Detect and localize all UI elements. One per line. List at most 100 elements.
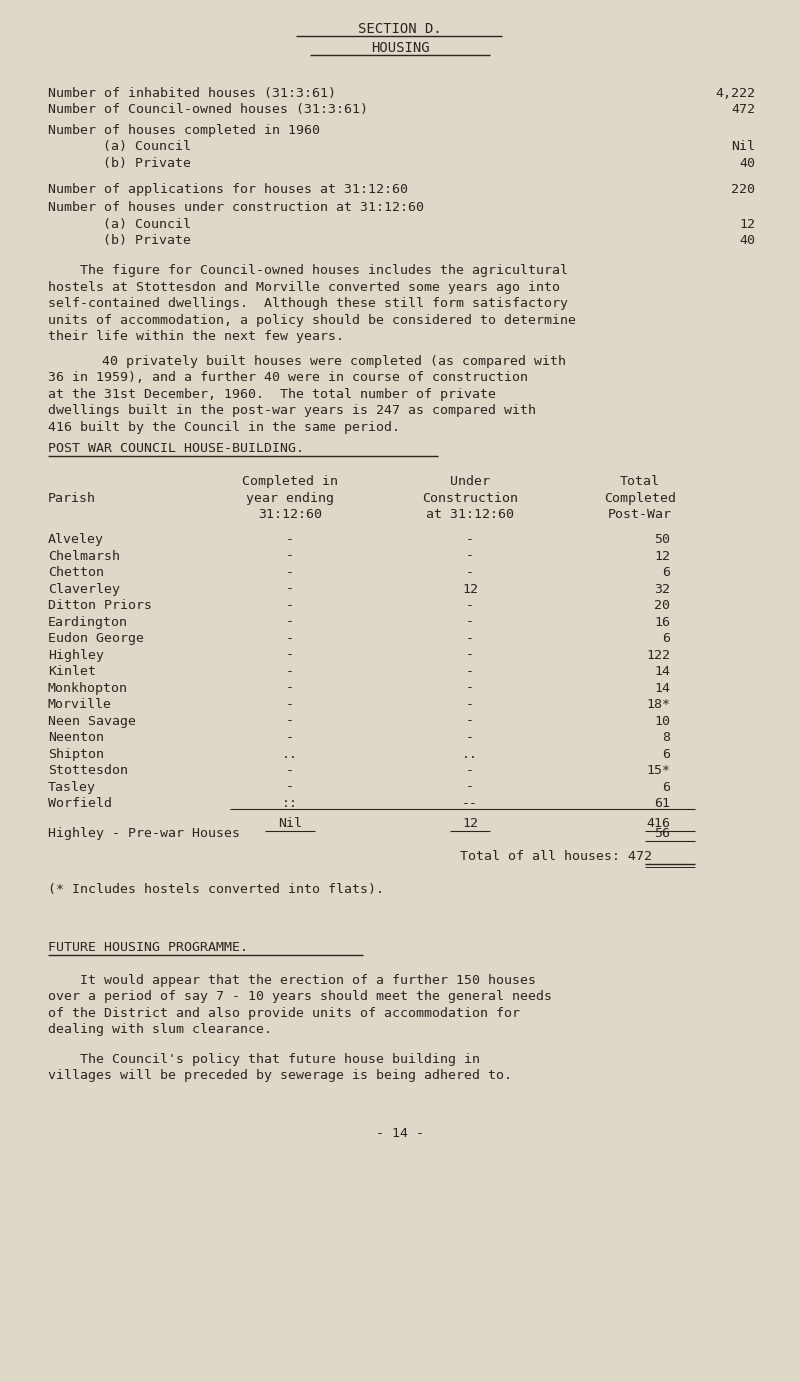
Text: -: -	[286, 533, 294, 546]
Text: -: -	[466, 632, 474, 645]
Text: 40: 40	[739, 156, 755, 170]
Text: villages will be preceded by sewerage is being adhered to.: villages will be preceded by sewerage is…	[48, 1070, 512, 1082]
Text: 12: 12	[739, 218, 755, 231]
Text: 32: 32	[654, 583, 670, 596]
Text: Alveley: Alveley	[48, 533, 104, 546]
Text: at the 31st December, 1960.  The total number of private: at the 31st December, 1960. The total nu…	[48, 388, 496, 401]
Text: 14: 14	[654, 681, 670, 695]
Text: Nil: Nil	[731, 141, 755, 153]
Text: -: -	[466, 648, 474, 662]
Text: 36 in 1959), and a further 40 were in course of construction: 36 in 1959), and a further 40 were in co…	[48, 372, 528, 384]
Text: Post-War: Post-War	[608, 509, 672, 521]
Text: Number of applications for houses at 31:12:60: Number of applications for houses at 31:…	[48, 184, 408, 196]
Text: (a) Council: (a) Council	[103, 141, 191, 153]
Text: -: -	[286, 567, 294, 579]
Text: 12: 12	[654, 550, 670, 562]
Text: It would appear that the erection of a further 150 houses: It would appear that the erection of a f…	[48, 973, 536, 987]
Text: units of accommodation, a policy should be considered to determine: units of accommodation, a policy should …	[48, 314, 576, 326]
Text: Parish: Parish	[48, 492, 96, 504]
Text: 10: 10	[654, 714, 670, 727]
Text: 56: 56	[654, 826, 670, 840]
Text: The Council's policy that future house building in: The Council's policy that future house b…	[48, 1053, 480, 1066]
Text: -: -	[286, 598, 294, 612]
Text: Total of all houses: 472: Total of all houses: 472	[460, 850, 652, 862]
Text: 472: 472	[731, 104, 755, 116]
Text: --: --	[462, 797, 478, 810]
Text: -: -	[286, 714, 294, 727]
Text: 8: 8	[662, 731, 670, 744]
Text: Highley - Pre-war Houses: Highley - Pre-war Houses	[48, 826, 240, 840]
Text: Claverley: Claverley	[48, 583, 120, 596]
Text: Highley: Highley	[48, 648, 104, 662]
Text: Construction: Construction	[422, 492, 518, 504]
Text: -: -	[286, 583, 294, 596]
Text: 6: 6	[662, 781, 670, 793]
Text: -: -	[286, 648, 294, 662]
Text: Kinlet: Kinlet	[48, 665, 96, 679]
Text: ..: ..	[462, 748, 478, 760]
Text: 15*: 15*	[646, 764, 670, 777]
Text: Chetton: Chetton	[48, 567, 104, 579]
Text: Completed in: Completed in	[242, 475, 338, 488]
Text: 50: 50	[654, 533, 670, 546]
Text: (* Includes hostels converted into flats).: (* Includes hostels converted into flats…	[48, 883, 384, 896]
Text: -: -	[286, 698, 294, 710]
Text: dwellings built in the post-war years is 247 as compared with: dwellings built in the post-war years is…	[48, 405, 536, 417]
Text: -: -	[286, 550, 294, 562]
Text: self-contained dwellings.  Although these still form satisfactory: self-contained dwellings. Although these…	[48, 297, 568, 310]
Text: over a period of say 7 - 10 years should meet the general needs: over a period of say 7 - 10 years should…	[48, 990, 552, 1003]
Text: -: -	[466, 665, 474, 679]
Text: 40 privately built houses were completed (as compared with: 40 privately built houses were completed…	[70, 355, 566, 368]
Text: 416: 416	[646, 817, 670, 829]
Text: -: -	[286, 781, 294, 793]
Text: SECTION D.: SECTION D.	[358, 22, 442, 36]
Text: (b) Private: (b) Private	[103, 156, 191, 170]
Text: - 14 -: - 14 -	[376, 1128, 424, 1140]
Text: 6: 6	[662, 567, 670, 579]
Text: Ditton Priors: Ditton Priors	[48, 598, 152, 612]
Text: year ending: year ending	[246, 492, 334, 504]
Text: -: -	[286, 681, 294, 695]
Text: 40: 40	[739, 235, 755, 247]
Text: Neenton: Neenton	[48, 731, 104, 744]
Text: Total: Total	[620, 475, 660, 488]
Text: Eudon George: Eudon George	[48, 632, 144, 645]
Text: -: -	[286, 632, 294, 645]
Text: Shipton: Shipton	[48, 748, 104, 760]
Text: -: -	[286, 615, 294, 629]
Text: their life within the next few years.: their life within the next few years.	[48, 330, 344, 343]
Text: -: -	[466, 781, 474, 793]
Text: Stottesdon: Stottesdon	[48, 764, 128, 777]
Text: -: -	[466, 550, 474, 562]
Text: -: -	[466, 764, 474, 777]
Text: Completed: Completed	[604, 492, 676, 504]
Text: -: -	[466, 567, 474, 579]
Text: 20: 20	[654, 598, 670, 612]
Text: 6: 6	[662, 632, 670, 645]
Text: -: -	[466, 681, 474, 695]
Text: 18*: 18*	[646, 698, 670, 710]
Text: 122: 122	[646, 648, 670, 662]
Text: Number of houses under construction at 31:12:60: Number of houses under construction at 3…	[48, 202, 424, 214]
Text: -: -	[286, 731, 294, 744]
Text: Nil: Nil	[278, 817, 302, 829]
Text: 12: 12	[462, 583, 478, 596]
Text: 14: 14	[654, 665, 670, 679]
Text: 6: 6	[662, 748, 670, 760]
Text: 12: 12	[462, 817, 478, 829]
Text: -: -	[286, 764, 294, 777]
Text: ::: ::	[282, 797, 298, 810]
Text: Under: Under	[450, 475, 490, 488]
Text: 16: 16	[654, 615, 670, 629]
Text: 61: 61	[654, 797, 670, 810]
Text: -: -	[466, 533, 474, 546]
Text: Number of Council-owned houses (31:3:61): Number of Council-owned houses (31:3:61)	[48, 104, 368, 116]
Text: -: -	[466, 698, 474, 710]
Text: Eardington: Eardington	[48, 615, 128, 629]
Text: (b) Private: (b) Private	[103, 235, 191, 247]
Text: -: -	[466, 615, 474, 629]
Text: The figure for Council-owned houses includes the agricultural: The figure for Council-owned houses incl…	[48, 264, 568, 276]
Text: -: -	[466, 731, 474, 744]
Text: (a) Council: (a) Council	[103, 218, 191, 231]
Text: FUTURE HOUSING PROGRAMME.: FUTURE HOUSING PROGRAMME.	[48, 941, 248, 954]
